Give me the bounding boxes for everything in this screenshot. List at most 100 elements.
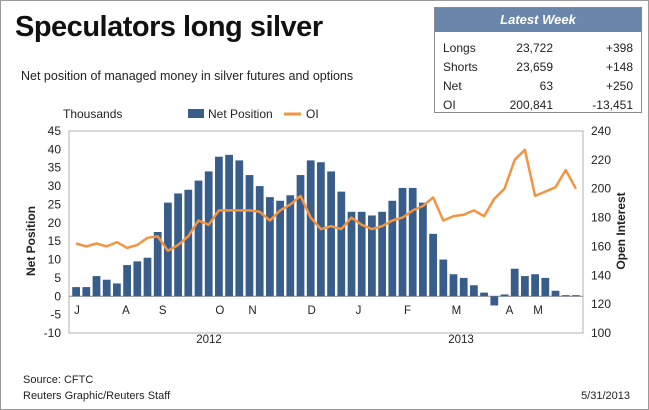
latest-week-panel: Latest Week Longs 23,722 +398 Shorts 23,… [434, 7, 642, 113]
net-position-bar [266, 197, 274, 297]
lw-change: +398 [605, 41, 633, 55]
plot-area: -10 -5 0 5 10 15 20 25 30 35 40 45 100 120 140 160 180 20… [44, 124, 612, 346]
x-month-label: A [122, 305, 130, 317]
net-position-bar [92, 276, 101, 297]
x-month-label: O [215, 305, 224, 317]
y-tick-label-left: 35 [48, 161, 62, 175]
net-position-bar [143, 257, 152, 297]
net-position-bar [357, 211, 366, 297]
lw-label: Net [443, 79, 462, 93]
y-tick-label-left: 15 [48, 234, 62, 248]
net-position-bar [235, 160, 244, 297]
net-position-bar [123, 265, 131, 297]
x-year-label: 2013 [448, 334, 474, 346]
x-month-label: M [533, 305, 543, 317]
net-position-bar [113, 283, 121, 297]
net-position-bar [388, 200, 397, 297]
net-position-bar [439, 259, 448, 297]
lw-change: +148 [605, 60, 633, 74]
net-position-bar [500, 294, 509, 297]
x-month-label: N [248, 305, 256, 317]
y-tick-label-right: 180 [591, 211, 611, 225]
legend-bar-swatch [188, 109, 204, 118]
y-tick-label-right: 220 [591, 153, 611, 167]
latest-week-row-shorts: Shorts 23,659 +148 [435, 60, 641, 78]
net-position-bar [82, 287, 91, 297]
lw-value: 63 [539, 79, 553, 93]
net-position-bar [510, 268, 519, 297]
y-tick-label-left: 45 [48, 124, 62, 138]
lw-change: -13,451 [592, 98, 633, 112]
y-tick-label-right: 160 [591, 239, 611, 253]
latest-week-row-longs: Longs 23,722 +398 [435, 41, 641, 59]
net-position-bar [276, 200, 284, 297]
y-tick-label-right: 100 [591, 326, 611, 340]
lw-value: 23,659 [516, 60, 553, 74]
lw-value: 23,722 [516, 41, 553, 55]
net-position-bar [296, 175, 305, 297]
net-position-bar [72, 287, 80, 297]
y-tick-label-left: 10 [48, 253, 62, 267]
y-tick-label-left: 20 [48, 216, 62, 230]
latest-week-header: Latest Week [435, 8, 641, 32]
net-position-bar [204, 171, 213, 297]
y-axis-title-right: Open Interest [614, 192, 628, 269]
x-month-label: A [506, 305, 514, 317]
net-position-bar [541, 277, 550, 297]
x-month-label: F [404, 305, 411, 317]
legend-bar-label: Net Position [208, 107, 273, 121]
source-note: Source: CFTC [23, 374, 94, 386]
x-month-label: J [356, 305, 362, 317]
latest-week-row-oi: OI 200,841 -13,451 [435, 98, 641, 116]
net-position-bar [347, 211, 356, 297]
y-tick-label-right: 140 [591, 268, 611, 282]
net-position-bar [551, 290, 560, 297]
y-tick-label-left: 5 [54, 271, 61, 285]
legend-line-label: OI [306, 107, 319, 121]
lw-change: +250 [605, 79, 633, 93]
net-position-bar [480, 292, 488, 297]
net-position-bar [153, 232, 162, 297]
net-position-bar [470, 285, 478, 297]
lw-label: Longs [443, 41, 476, 55]
net-position-bar [225, 154, 233, 297]
net-position-bar [102, 279, 111, 297]
chart-subtitle: Net position of managed money in silver … [21, 69, 354, 83]
x-month-label: J [74, 305, 80, 317]
latest-week-row-net: Net 63 +250 [435, 79, 641, 97]
y-tick-label-right: 120 [591, 297, 611, 311]
net-position-bar [133, 261, 142, 297]
y-tick-label-left: 25 [48, 197, 62, 211]
net-position-bar [419, 202, 427, 297]
net-position-bar [449, 274, 458, 297]
oi-line [75, 148, 577, 253]
net-position-bar [398, 187, 407, 297]
net-position-bar [531, 274, 539, 297]
net-position-bar [521, 276, 529, 297]
net-position-bar [306, 160, 315, 297]
x-month-label: M [452, 305, 462, 317]
units-label: Thousands [63, 107, 122, 121]
net-position-bar [255, 186, 264, 297]
y-tick-label-left: 30 [48, 179, 62, 193]
y-tick-label-left: 0 [54, 289, 61, 303]
net-position-bar [184, 189, 193, 297]
net-position-bar [327, 171, 335, 297]
net-position-bar [194, 180, 203, 297]
lw-value: 200,841 [509, 98, 553, 112]
lw-label: OI [443, 98, 456, 112]
net-position-bar [286, 195, 295, 297]
legend: Net Position OI [188, 107, 319, 121]
y-tick-label-left: -5 [50, 308, 61, 322]
net-position-bar [337, 191, 346, 297]
net-position-bar [378, 211, 386, 297]
net-position-bar [245, 175, 254, 297]
net-position-bar [368, 215, 376, 297]
net-position-bar [572, 295, 580, 297]
page-title: Speculators long silver [15, 11, 323, 43]
x-year-label: 2012 [196, 334, 222, 346]
y-tick-label-right: 240 [591, 124, 611, 138]
y-tick-label-right: 200 [591, 182, 611, 196]
lw-label: Shorts [443, 60, 478, 74]
